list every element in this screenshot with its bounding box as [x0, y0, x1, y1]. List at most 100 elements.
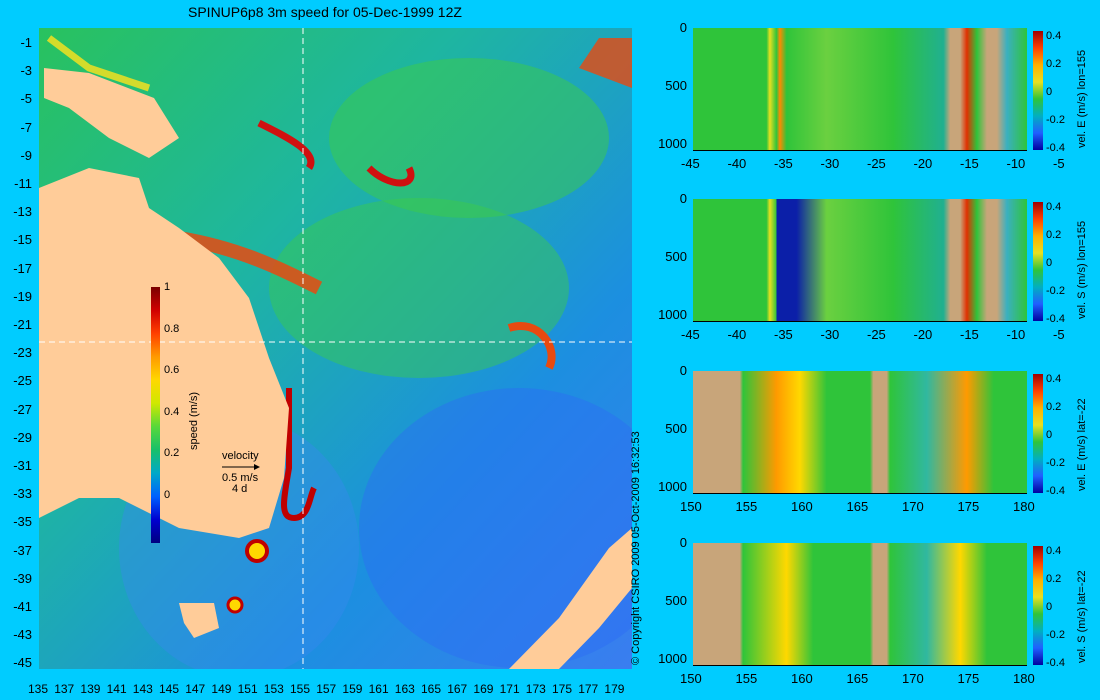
map-x-tick: 153: [263, 682, 284, 696]
map-x-tick: 141: [106, 682, 127, 696]
panel-x-tick: 170: [902, 499, 924, 514]
panel-x-tick: 160: [791, 671, 813, 686]
panel-colorbar-tick: -0.2: [1046, 457, 1065, 469]
panel-x-tick: -35: [774, 327, 793, 342]
map-y-tick: -17: [13, 260, 32, 276]
panel-y-tick: 0: [679, 363, 687, 378]
panel-y-tick: 1000: [658, 651, 687, 666]
speed-colorbar-tick: 0.4: [164, 405, 180, 418]
map-y-tick: -29: [13, 429, 32, 445]
map-x-tick: 163: [394, 682, 415, 696]
copyright-text: © Copyright CSIRO 2009 05-Oct-2009 16:32…: [630, 431, 642, 665]
map-x-tick: 159: [342, 682, 363, 696]
panel-colorbar-tick: -0.2: [1046, 629, 1065, 641]
panel-x-tick: 170: [902, 671, 924, 686]
panel-colorbar-label: vel. S (m/s) lon=155: [1076, 220, 1088, 319]
panel-colorbar-1: [1033, 31, 1043, 150]
map-y-tick: -37: [13, 542, 32, 558]
panel-colorbar-tick: 0.4: [1046, 201, 1062, 213]
panel-x-tick: -20: [913, 156, 933, 171]
map-x-tick: 151: [237, 682, 258, 696]
map-x-tick: 177: [578, 682, 599, 696]
map-x-tick: 145: [159, 682, 180, 696]
panel-colorbar-label: vel. S (m/s) lat=-22: [1076, 570, 1088, 663]
panel-x-tick: -45: [681, 327, 700, 342]
section-panel-1: [693, 28, 1027, 151]
map-y-tick: -33: [13, 486, 32, 502]
panel-x-tick: 160: [791, 499, 813, 514]
map-x-tick: 167: [447, 682, 468, 696]
map-x-tick: 165: [421, 682, 442, 696]
map-y-tick: -5: [20, 91, 32, 107]
speed-colorbar-tick: 1: [164, 281, 171, 293]
panel-colorbar-tick: -0.4: [1046, 657, 1065, 669]
panel-x-tick: -45: [681, 156, 700, 171]
panel-colorbar-label: vel. E (m/s) lon=155: [1076, 49, 1088, 148]
panel-colorbar-tick: 0.2: [1046, 229, 1062, 241]
panel-colorbar-tick: 0: [1046, 257, 1053, 269]
panel-colorbar-tick: 0.2: [1046, 401, 1062, 413]
map-y-tick: -21: [13, 317, 32, 332]
panel-x-tick: 165: [846, 499, 869, 514]
map-y-tick: -9: [20, 147, 32, 163]
map-y-tick: -41: [13, 599, 32, 614]
map-y-tick: -25: [13, 373, 32, 389]
panel-y-tick: 500: [665, 78, 687, 93]
panel-colorbar-3: [1033, 374, 1043, 493]
panel-x-tick: 175: [957, 671, 980, 686]
map-y-tick: -43: [13, 627, 32, 643]
panel-colorbar-tick: -0.4: [1046, 142, 1065, 154]
panel-x-tick: 150: [680, 499, 702, 514]
panel-y-tick: 0: [679, 535, 687, 550]
panel-x-tick: -15: [960, 156, 979, 171]
panel-colorbar-tick: -0.2: [1046, 285, 1065, 297]
map-title: SPINUP6p8 3m speed for 05-Dec-1999 12Z: [188, 4, 462, 20]
map-x-tick: 173: [525, 682, 546, 696]
section-panel-2: [693, 199, 1027, 322]
section-panel-3: [693, 371, 1027, 494]
panel-x-tick: -5: [1053, 327, 1065, 342]
map-x-tick: 137: [54, 682, 75, 696]
map-x-tick: 175: [552, 682, 573, 696]
speed-colorbar-tick: 0.6: [164, 364, 180, 376]
panel-x-tick: -25: [867, 156, 886, 171]
map-speed-plot: [39, 28, 632, 669]
map-y-tick: -11: [14, 176, 32, 191]
panel-colorbar-tick: 0: [1046, 86, 1053, 98]
map-x-tick: 169: [473, 682, 494, 696]
panel-y-tick: 0: [679, 20, 687, 35]
map-y-tick: -3: [20, 63, 32, 79]
panel-x-tick: -15: [960, 327, 979, 342]
panel-x-tick: -20: [913, 327, 933, 342]
speed-colorbar-tick: 0: [164, 488, 171, 501]
map-x-tick: 143: [132, 682, 153, 696]
panel-x-tick: -40: [727, 156, 747, 171]
panel-colorbar-tick: 0.2: [1046, 573, 1062, 585]
map-y-tick: -39: [13, 570, 32, 586]
panel-y-tick: 1000: [658, 307, 687, 322]
map-x-tick: 179: [604, 682, 625, 696]
panel-y-tick: 1000: [658, 479, 687, 494]
velocity-scale: 0.5 m/s: [222, 472, 259, 484]
velocity-arrow-icon: [222, 464, 260, 470]
velocity-legend: velocity 0.5 m/s 4 d: [222, 451, 262, 495]
panel-x-tick: -35: [774, 156, 793, 171]
section-panel-4: [693, 543, 1027, 666]
panel-colorbar-tick: 0.4: [1046, 30, 1062, 42]
panel-x-tick: 180: [1013, 671, 1035, 686]
panel-colorbar-tick: -0.4: [1046, 313, 1065, 325]
panel-x-tick: -30: [820, 156, 840, 171]
panel-colorbar-tick: -0.4: [1046, 485, 1065, 497]
map-x-tick: 161: [368, 682, 389, 696]
velocity-label: velocity: [222, 450, 259, 462]
map-y-tick: -27: [13, 401, 32, 417]
new-zealand-landmass: [509, 528, 632, 669]
map-y-tick: -7: [20, 119, 32, 135]
panel-x-tick: -40: [727, 327, 747, 342]
map-y-tick: -13: [13, 204, 32, 220]
panel-colorbar-tick: 0.4: [1046, 373, 1062, 385]
panel-colorbar-tick: -0.2: [1046, 114, 1065, 126]
panel-colorbar-label: vel. E (m/s) lat=-22: [1076, 398, 1088, 491]
speed-colorbar-label: speed (m/s): [188, 391, 200, 450]
panel-colorbar-tick: 0.2: [1046, 58, 1062, 70]
